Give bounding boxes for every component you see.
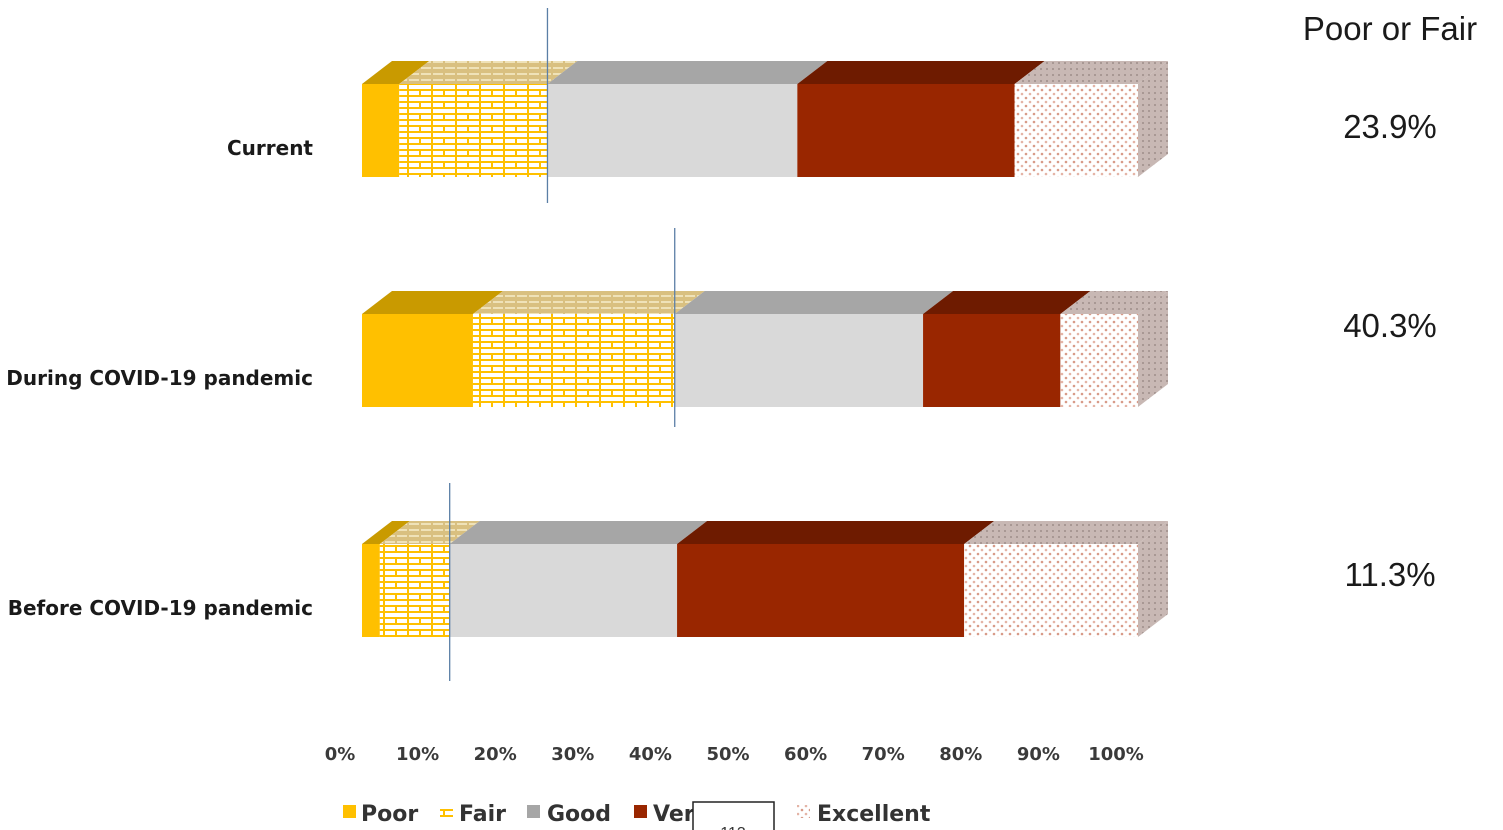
legend-swatch-fair — [440, 805, 453, 818]
x-tick-label: 80% — [939, 744, 982, 765]
legend-label-fair: Fair — [459, 802, 506, 827]
bar-segment-very-good — [923, 314, 1061, 407]
bar-segment-poor — [362, 544, 380, 637]
legend-label-excellent: Excellent — [817, 802, 931, 827]
x-tick-label: 0% — [325, 744, 356, 765]
bar-group — [362, 291, 1168, 407]
bar-segment-good — [674, 314, 924, 407]
x-tick-label: 10% — [396, 744, 439, 765]
bar-segment-top-fair — [399, 61, 578, 84]
bar-segment-top-fair — [472, 291, 705, 314]
bar-side-face — [1138, 61, 1168, 177]
category-label-during: During COVID-19 pandemic — [6, 366, 313, 390]
x-tick-label: 100% — [1088, 744, 1144, 765]
category-labels: Current During COVID-19 pandemic Before … — [6, 136, 313, 620]
page-number-box: 113 — [692, 801, 775, 830]
bar-segment-top-poor — [362, 291, 503, 314]
bar-segment-top-poor — [362, 521, 410, 544]
bar-segment-top-good — [547, 61, 828, 84]
legend: Poor Fair Good Ver Excellent — [343, 802, 931, 827]
bar-segment-top-poor — [362, 61, 430, 84]
bars-layer — [362, 61, 1168, 637]
legend-swatch-good — [527, 805, 540, 818]
page-number: 113 — [720, 825, 746, 830]
bar-side-face — [1138, 291, 1168, 407]
bar-segment-poor — [362, 84, 400, 177]
bar-segment-fair — [472, 314, 675, 407]
bar-segment-fair — [379, 544, 450, 637]
x-tick-label: 30% — [551, 744, 594, 765]
bar-segment-top-good — [449, 521, 708, 544]
legend-label-good: Good — [547, 802, 611, 827]
bar-segment-good — [449, 544, 678, 637]
bar-segment-excellent — [1060, 314, 1138, 407]
bar-side-face — [1138, 521, 1168, 637]
bar-segment-top-good — [674, 291, 954, 314]
bar-segment-very-good — [677, 544, 965, 637]
bar-segment-fair — [399, 84, 548, 177]
x-tick-label: 90% — [1017, 744, 1060, 765]
side-panel: Poor or Fair 23.9% 40.3% 11.3% — [1303, 10, 1477, 593]
bar-segment-poor — [362, 314, 473, 407]
bar-segment-excellent — [964, 544, 1138, 637]
side-value-before: 11.3% — [1344, 556, 1435, 593]
legend-swatch-very-good — [634, 805, 647, 818]
bar-segment-top-fair — [379, 521, 480, 544]
bar-segment-top-very-good — [923, 291, 1091, 314]
side-value-during: 40.3% — [1343, 307, 1437, 344]
legend-swatch-poor — [343, 805, 356, 818]
bar-segment-top-excellent — [1060, 291, 1168, 314]
bar-group — [362, 61, 1168, 177]
category-label-current: Current — [227, 136, 313, 160]
legend-label-poor: Poor — [361, 802, 418, 827]
bar-segment-very-good — [797, 84, 1015, 177]
bar-segment-top-excellent — [964, 521, 1168, 544]
side-panel-title: Poor or Fair — [1303, 10, 1477, 47]
threshold-lines — [449, 8, 676, 681]
bar-group — [362, 521, 1168, 637]
bar-segment-good — [547, 84, 798, 177]
x-tick-label: 60% — [784, 744, 827, 765]
x-tick-label: 70% — [862, 744, 905, 765]
side-value-current: 23.9% — [1343, 108, 1437, 145]
bar-segment-top-very-good — [797, 61, 1045, 84]
x-tick-label: 40% — [629, 744, 672, 765]
legend-swatch-excellent — [797, 805, 810, 818]
bar-segment-excellent — [1014, 84, 1138, 177]
x-tick-label: 20% — [474, 744, 517, 765]
legend-label-very-good: Ver — [653, 802, 695, 827]
x-axis-ticks: 0% 10% 20% 30% 40% 50% 60% 70% 80% 90% 1… — [325, 744, 1144, 765]
bar-segment-top-excellent — [1014, 61, 1168, 84]
bar-segment-top-very-good — [677, 521, 995, 544]
category-label-before: Before COVID-19 pandemic — [8, 596, 313, 620]
x-tick-label: 50% — [706, 744, 749, 765]
